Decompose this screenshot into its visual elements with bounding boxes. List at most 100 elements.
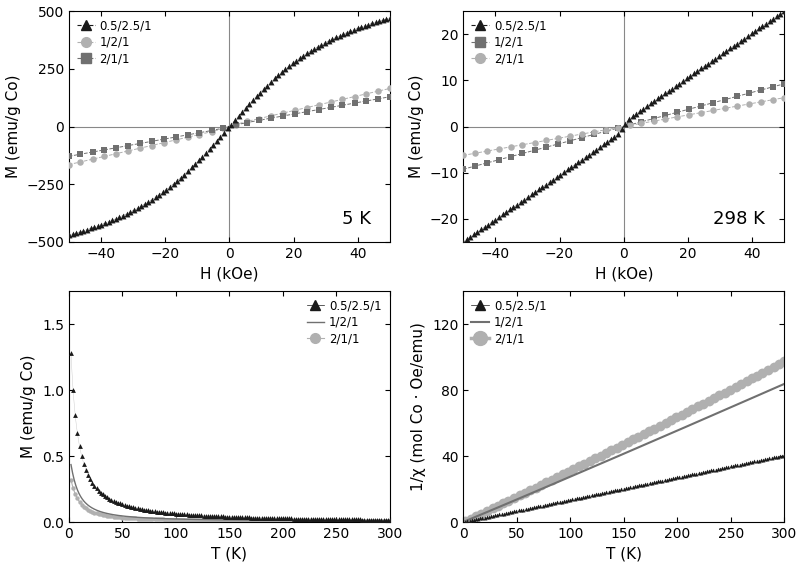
Point — [734, 379, 747, 388]
Point — [288, 109, 301, 119]
Point — [105, 512, 118, 521]
Point — [172, 515, 184, 524]
Point — [69, 489, 82, 498]
Point — [86, 478, 99, 487]
Point — [644, 99, 657, 108]
Point — [294, 517, 306, 526]
Point — [712, 464, 725, 473]
Point — [687, 69, 700, 78]
Point — [293, 54, 306, 63]
Point — [73, 442, 86, 451]
Point — [227, 516, 240, 525]
Point — [518, 505, 531, 514]
Point — [520, 504, 533, 513]
Point — [208, 516, 221, 525]
Point — [232, 513, 245, 522]
Point — [103, 511, 115, 521]
Point — [704, 466, 717, 475]
Text: 5 K: 5 K — [342, 210, 371, 228]
Point — [307, 44, 320, 53]
Point — [205, 511, 218, 521]
Point — [232, 516, 245, 525]
Point — [250, 91, 263, 100]
Point — [281, 516, 294, 525]
Point — [702, 466, 715, 475]
Point — [375, 517, 387, 526]
Point — [176, 510, 188, 519]
Point — [249, 516, 261, 525]
Point — [536, 501, 549, 510]
Point — [510, 200, 523, 209]
Point — [485, 503, 498, 513]
Point — [298, 517, 310, 526]
Point — [312, 105, 325, 114]
Point — [201, 511, 214, 521]
Point — [735, 459, 747, 468]
Point — [295, 514, 308, 523]
Point — [669, 413, 682, 422]
Point — [227, 513, 240, 522]
Point — [550, 172, 563, 181]
Point — [291, 517, 304, 526]
Point — [765, 82, 778, 91]
Point — [259, 513, 272, 522]
Point — [583, 456, 596, 466]
Point — [218, 516, 231, 525]
Point — [491, 501, 504, 510]
Point — [191, 511, 204, 520]
Point — [233, 513, 246, 522]
Point — [192, 511, 205, 520]
Point — [764, 454, 777, 463]
Point — [324, 103, 337, 112]
Point — [482, 512, 495, 521]
Point — [334, 515, 347, 524]
Point — [666, 474, 678, 483]
Point — [655, 476, 668, 485]
Point — [251, 516, 264, 525]
Point — [192, 156, 205, 165]
Point — [118, 501, 131, 510]
Point — [221, 124, 234, 133]
Point — [651, 477, 664, 486]
Point — [92, 486, 105, 495]
Point — [492, 213, 505, 222]
Point — [698, 61, 711, 70]
Point — [658, 111, 670, 120]
Point — [741, 458, 754, 467]
Point — [285, 514, 298, 523]
Point — [214, 512, 227, 521]
Point — [626, 483, 638, 492]
Point — [82, 505, 95, 514]
Point — [711, 464, 723, 473]
Point — [228, 116, 241, 125]
Point — [110, 149, 123, 158]
Point — [308, 514, 321, 523]
Point — [587, 130, 600, 139]
Point — [681, 471, 694, 480]
Point — [672, 79, 685, 88]
Point — [159, 508, 172, 517]
Point — [242, 100, 255, 109]
Point — [272, 516, 285, 525]
Point — [706, 106, 719, 115]
Point — [689, 469, 702, 478]
Point — [240, 516, 253, 525]
Point — [535, 183, 548, 192]
Point — [615, 125, 628, 134]
Point — [383, 517, 396, 526]
Point — [736, 459, 749, 468]
Point — [476, 514, 488, 523]
Point — [646, 478, 659, 487]
Point — [124, 514, 137, 523]
Point — [116, 211, 129, 220]
Point — [719, 463, 731, 472]
Point — [577, 459, 589, 468]
Point — [566, 464, 579, 473]
Point — [632, 481, 645, 490]
Point — [170, 176, 183, 185]
Point — [593, 451, 606, 460]
Point — [580, 492, 593, 501]
Point — [239, 103, 252, 112]
Point — [63, 231, 75, 240]
Point — [531, 502, 544, 511]
